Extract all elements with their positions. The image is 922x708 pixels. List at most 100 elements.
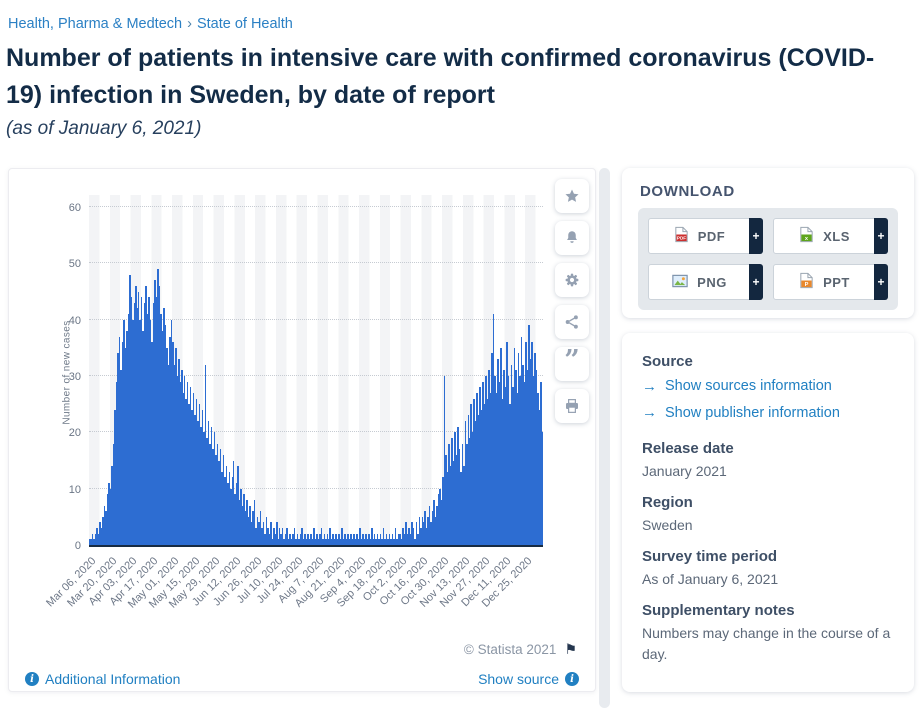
breadcrumb-link-category[interactable]: Health, Pharma & Medtech bbox=[8, 16, 183, 32]
bar bbox=[504, 387, 507, 545]
bar bbox=[442, 477, 444, 545]
bar bbox=[148, 297, 150, 545]
bar bbox=[140, 297, 143, 545]
print-button[interactable] bbox=[555, 389, 589, 423]
additional-information-link[interactable]: i Additional Information bbox=[25, 671, 180, 687]
bar bbox=[503, 370, 505, 545]
bar bbox=[204, 364, 207, 545]
bar bbox=[485, 376, 487, 545]
bar bbox=[519, 376, 521, 545]
bar bbox=[118, 336, 121, 545]
bar bbox=[477, 415, 480, 545]
bar bbox=[408, 528, 410, 545]
bar bbox=[264, 533, 266, 545]
report-flag-icon[interactable]: ⚑ bbox=[564, 641, 577, 657]
download-format-label: PPT bbox=[823, 274, 850, 290]
info-section-release-date: Release date January 2021 bbox=[642, 440, 894, 481]
y-tick-label: 0 bbox=[74, 540, 81, 552]
download-xls-plus-button[interactable]: + bbox=[874, 218, 888, 254]
gridline bbox=[89, 375, 543, 376]
bar bbox=[232, 460, 235, 545]
bar bbox=[283, 539, 285, 545]
bar bbox=[385, 533, 388, 545]
info-section-heading: Region bbox=[642, 493, 693, 511]
ppt-file-icon: P bbox=[798, 272, 815, 292]
bar bbox=[114, 409, 116, 545]
favorite-star-icon bbox=[563, 187, 581, 205]
notification-bell-button[interactable] bbox=[555, 221, 589, 255]
bar bbox=[512, 387, 514, 545]
content-scrollbar[interactable] bbox=[599, 168, 610, 708]
bar bbox=[396, 539, 398, 545]
bar bbox=[164, 325, 167, 545]
bar bbox=[474, 421, 477, 545]
bar bbox=[137, 291, 140, 545]
bar bbox=[123, 319, 125, 545]
bar bbox=[268, 533, 271, 545]
info-section-value: Sweden bbox=[642, 516, 693, 533]
bar bbox=[443, 376, 446, 545]
bar bbox=[359, 528, 361, 545]
bar bbox=[466, 443, 468, 545]
settings-gear-button[interactable] bbox=[555, 263, 589, 297]
bar bbox=[451, 437, 453, 545]
share-button[interactable] bbox=[555, 305, 589, 339]
bar bbox=[372, 539, 374, 545]
bar bbox=[509, 404, 511, 545]
bar bbox=[424, 511, 426, 545]
download-ppt-button[interactable]: P PPT + bbox=[773, 264, 888, 300]
bar bbox=[439, 488, 441, 545]
arrow-right-icon: → bbox=[642, 404, 657, 422]
x-axis-ticks: Mar 06, 2020 Mar 20, 2020 Apr 03, 2020 Apr … bbox=[44, 551, 543, 643]
bar bbox=[181, 370, 183, 545]
bar bbox=[368, 533, 370, 545]
citation-quote-button[interactable]: ” bbox=[555, 347, 589, 381]
bar bbox=[280, 533, 282, 545]
bar bbox=[136, 308, 138, 545]
bar bbox=[540, 381, 542, 545]
bar bbox=[517, 353, 520, 545]
bar bbox=[117, 353, 119, 545]
bar bbox=[209, 443, 211, 545]
favorite-star-button[interactable] bbox=[555, 179, 589, 213]
bar bbox=[249, 505, 251, 545]
bar bbox=[469, 437, 471, 545]
bar bbox=[218, 460, 220, 545]
bar bbox=[316, 533, 318, 545]
print-icon bbox=[563, 397, 581, 415]
download-heading: DOWNLOAD bbox=[640, 183, 735, 200]
bar bbox=[397, 533, 400, 545]
bar bbox=[371, 528, 373, 545]
download-png-plus-button[interactable]: + bbox=[749, 264, 763, 300]
info-section-region: Region Sweden bbox=[642, 494, 894, 535]
bar bbox=[308, 539, 311, 545]
page-subtitle: (as of January 6, 2021) bbox=[6, 118, 202, 139]
bar bbox=[235, 483, 238, 545]
bar bbox=[274, 533, 277, 545]
bar bbox=[121, 342, 124, 545]
download-ppt-plus-button[interactable]: + bbox=[874, 264, 888, 300]
bar bbox=[486, 398, 489, 545]
share-icon bbox=[563, 313, 581, 331]
bar bbox=[237, 466, 239, 545]
breadcrumb-link-topic[interactable]: State of Health bbox=[196, 16, 293, 32]
show-sources-information-link[interactable]: → Show sources information bbox=[642, 374, 894, 400]
bar bbox=[135, 285, 137, 545]
bar bbox=[143, 302, 146, 545]
show-publisher-information-link[interactable]: → Show publisher information bbox=[642, 400, 894, 426]
bar bbox=[528, 325, 530, 545]
gridline bbox=[89, 206, 543, 207]
download-png-button[interactable]: PNG + bbox=[648, 264, 763, 300]
copyright-note: © Statista 2021 ⚑ bbox=[464, 641, 577, 658]
bar bbox=[286, 528, 288, 545]
breadcrumb: Health, Pharma & Medtech › State of Health bbox=[8, 16, 293, 32]
notification-bell-icon bbox=[563, 229, 581, 247]
show-source-link[interactable]: Show source i bbox=[478, 671, 579, 687]
bar bbox=[227, 483, 229, 545]
download-pdf-plus-button[interactable]: + bbox=[749, 218, 763, 254]
bar bbox=[537, 392, 539, 545]
download-xls-button[interactable]: x XLS + bbox=[773, 218, 888, 254]
download-pdf-button[interactable]: PDF PDF + bbox=[648, 218, 763, 254]
bar bbox=[532, 376, 535, 545]
bar bbox=[523, 381, 526, 545]
